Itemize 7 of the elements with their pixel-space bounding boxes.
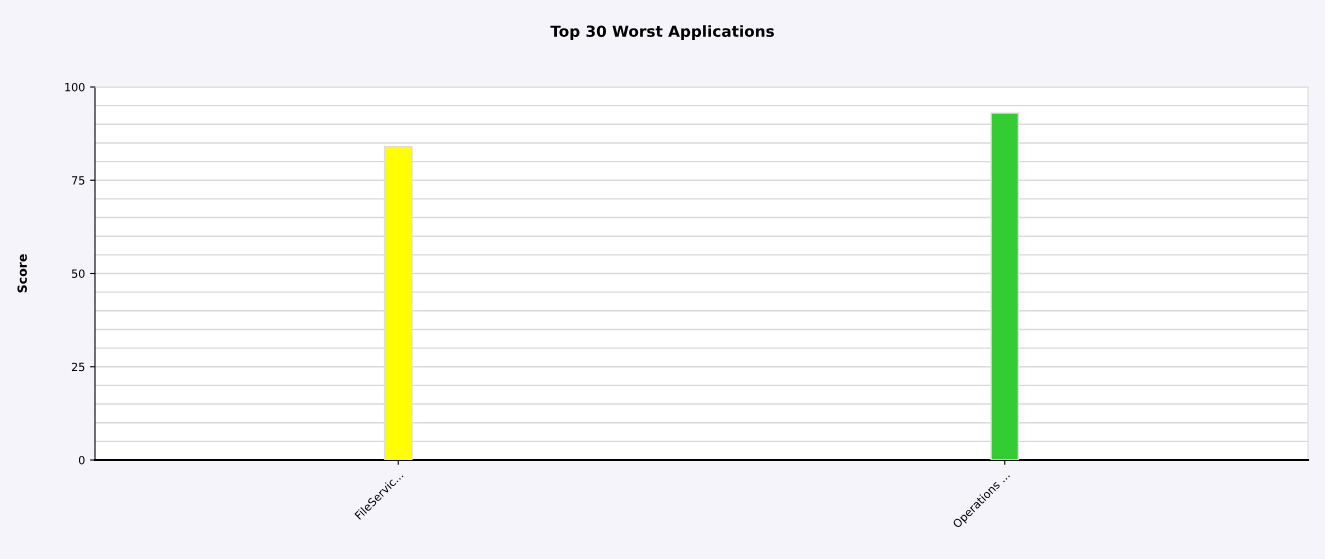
y-tick-label: 50	[72, 269, 85, 278]
y-tick-label: 100	[65, 82, 85, 92]
y-tick-label: 0	[78, 455, 85, 465]
y-tick-label: 25	[71, 362, 85, 372]
chart-title: Top 30 Worst Applications	[550, 25, 774, 40]
y-axis-title: Score	[17, 254, 27, 293]
y-tick-label: 75	[72, 176, 85, 185]
